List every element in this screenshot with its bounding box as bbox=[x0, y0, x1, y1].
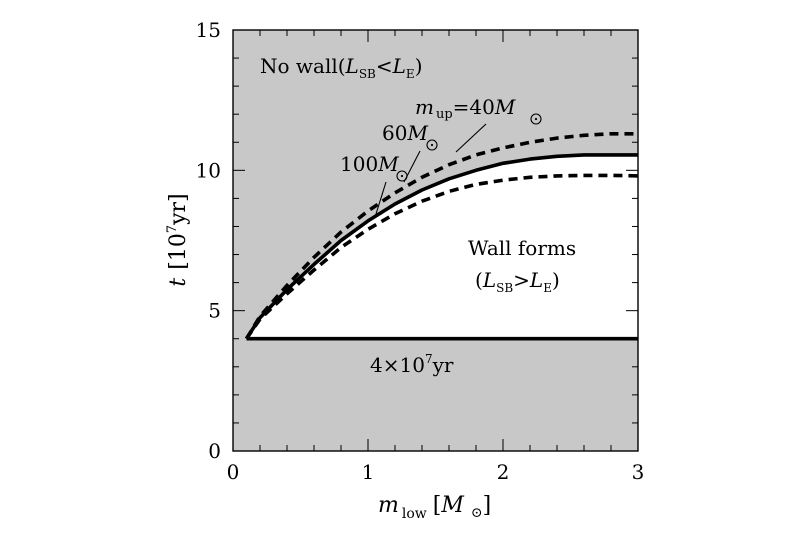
y-tick-label: 0 bbox=[208, 439, 221, 463]
x-tick-label: 3 bbox=[632, 460, 645, 484]
y-tick-label: 10 bbox=[196, 158, 221, 182]
series-line-1 bbox=[244, 153, 638, 340]
annotation-mup40: m up=40M bbox=[415, 95, 516, 122]
annotation-m60: 60M bbox=[382, 121, 428, 145]
x-axis-label: m low [M ⊙] bbox=[378, 493, 491, 522]
tick-labels: 0 1 2 3 0 5 10 15 bbox=[196, 18, 645, 484]
y-tick-label: 15 bbox=[196, 18, 221, 42]
x-tick-label: 0 bbox=[227, 460, 240, 484]
sun-symbol-100 bbox=[396, 170, 408, 182]
series-line-0 bbox=[244, 132, 638, 340]
x-tick-label: 1 bbox=[362, 460, 375, 484]
plot-frame bbox=[232, 29, 639, 452]
y-axis-label: t[107yr] bbox=[165, 193, 191, 286]
curves bbox=[244, 132, 639, 341]
y-tick-label: 5 bbox=[208, 299, 221, 323]
annotation-wall-forms: Wall forms bbox=[468, 236, 576, 260]
regions bbox=[233, 30, 638, 451]
pointer-100 bbox=[375, 181, 387, 215]
sun-symbol-40 bbox=[530, 113, 542, 125]
sun-symbol-60 bbox=[426, 139, 438, 151]
annotation-wall-condition: (LSB>LE) bbox=[475, 268, 560, 295]
annotation-m100: 100M bbox=[340, 152, 399, 176]
ticks bbox=[232, 29, 639, 452]
series-line-2 bbox=[245, 173, 639, 340]
pointer-40 bbox=[455, 123, 487, 153]
annotation-no-wall: No wall(LSB<LE) bbox=[260, 54, 423, 81]
allowed-region bbox=[246, 154, 638, 339]
svg-text:t[107yr]: t[107yr] bbox=[165, 193, 191, 286]
annotation-4e7yr: 4×107yr bbox=[370, 352, 454, 377]
x-tick-label: 2 bbox=[497, 460, 510, 484]
